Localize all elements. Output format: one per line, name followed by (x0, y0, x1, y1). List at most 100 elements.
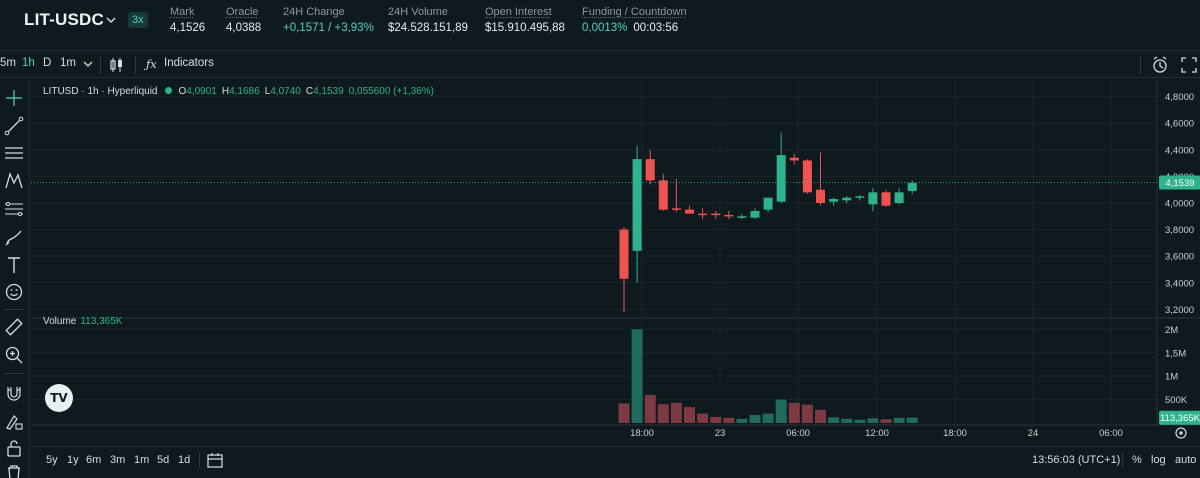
candle-body (658, 180, 668, 210)
divider (4, 309, 24, 310)
volume-bar (762, 413, 774, 423)
stat-mark: Mark 4,1526 (170, 6, 205, 34)
zoom-in-icon[interactable] (4, 345, 24, 365)
range-1y[interactable]: 1y (67, 454, 79, 466)
low-key: L (264, 86, 271, 97)
volume-bar (801, 404, 813, 423)
brush-icon[interactable] (4, 227, 24, 247)
interval-1h[interactable]: 1h (22, 57, 35, 69)
candle-body (737, 216, 747, 218)
range-1d[interactable]: 1d (178, 454, 191, 466)
price-tick-label: 3,6000 (1165, 252, 1194, 263)
alarm-clock-icon[interactable] (1151, 56, 1169, 74)
stat-funding: Funding / Countdown 0,0013% 00:03:56 (582, 6, 687, 34)
candle-body (881, 192, 891, 206)
divider (4, 373, 24, 374)
pattern-icon[interactable] (4, 171, 24, 191)
range-1m[interactable]: 1m (134, 454, 150, 466)
volume-bar (867, 418, 879, 423)
stat-label: Open Interest (485, 6, 552, 18)
last-volume-label: 113,365K (1160, 413, 1200, 424)
horizontal-lines-icon[interactable] (4, 143, 24, 163)
indicators-button[interactable]: Indicators (164, 57, 214, 69)
status-dot-icon (165, 87, 173, 94)
magnet-icon[interactable] (4, 383, 24, 403)
open-value: 4,0901 (186, 86, 217, 97)
gear-hub (1179, 431, 1183, 435)
percent-toggle[interactable]: % (1132, 454, 1142, 466)
volume-bar (631, 329, 643, 423)
range-6m[interactable]: 6m (86, 454, 102, 466)
stat-label: 24H Volume (388, 6, 448, 18)
stat-oracle: Oracle 4,0388 (226, 6, 261, 34)
close-key: C (305, 86, 314, 97)
stat-value: 0,0013% 00:03:56 (582, 22, 687, 34)
chevron-down-icon[interactable] (82, 57, 94, 71)
candle-body (763, 197, 773, 210)
time-tick-label: 18:00 (630, 428, 654, 439)
candles-icon[interactable] (108, 56, 126, 74)
fullscreen-icon[interactable] (1180, 56, 1198, 74)
stat-label: Mark (170, 6, 195, 18)
divider (199, 452, 200, 468)
last-volume-marker (1159, 410, 1200, 425)
gear-ring (1175, 427, 1187, 439)
range-5y[interactable]: 5y (46, 454, 58, 466)
lock-icon[interactable] (4, 438, 24, 458)
lock-drawing-icon[interactable] (4, 411, 24, 431)
settings-gear-icon[interactable] (1175, 427, 1187, 439)
pair-selector[interactable]: LIT-USDC (24, 10, 104, 29)
candle-body (842, 197, 852, 201)
ohlc-legend: LITUSD · 1h · Hyperliquid O4,0901 H4,1686 L… (43, 86, 439, 97)
volume-bar (736, 418, 748, 423)
funding-countdown: 00:03:56 (633, 22, 679, 34)
chevron-down-icon[interactable] (104, 13, 118, 27)
change-value: 0,055600 (+1,36%) (348, 86, 435, 97)
volume-tick-label: 500K (1165, 395, 1188, 406)
funding-rate: 0,0013% (582, 22, 628, 34)
drawing-toolbar (0, 80, 30, 478)
volume-tick-label: 1M (1165, 372, 1178, 383)
ruler-icon[interactable] (4, 317, 24, 337)
volume-label: Volume (43, 316, 77, 327)
volume-bar (697, 413, 709, 423)
auto-toggle[interactable]: auto (1175, 454, 1197, 466)
log-toggle[interactable]: log (1151, 454, 1166, 466)
volume-bar (618, 403, 630, 423)
trend-line-icon[interactable] (4, 116, 24, 136)
symbol-label: LITUSD · 1h · Hyperliquid (43, 86, 158, 97)
text-icon[interactable] (4, 255, 24, 275)
fib-icon[interactable] (4, 199, 24, 219)
candle-body (894, 192, 904, 203)
low-value: 4,0740 (270, 86, 301, 97)
fx-icon[interactable]: ƒx (146, 57, 157, 71)
candle-body (776, 155, 786, 202)
volume-bar (657, 404, 669, 423)
trash-icon[interactable] (4, 462, 24, 478)
candle-body (711, 213, 721, 216)
candle-body (816, 189, 825, 203)
crosshair-icon[interactable] (4, 88, 24, 108)
clock-time[interactable]: 13:56:03 (UTC+1) (1032, 454, 1121, 466)
volume-bar (841, 418, 853, 423)
interval-5m[interactable]: 5m (0, 57, 16, 69)
divider (1122, 452, 1123, 468)
range-5d[interactable]: 5d (157, 454, 170, 466)
emoji-icon[interactable] (4, 282, 24, 302)
candle-body (855, 196, 865, 198)
tradingview-logo[interactable]: TV (45, 384, 73, 412)
interval-d[interactable]: D (43, 57, 52, 69)
chart-area[interactable]: 4,80004,60004,40004,20004,00003,80003,60… (31, 80, 1200, 439)
price-chart[interactable]: 4,80004,60004,40004,20004,00003,80003,60… (31, 80, 1200, 444)
price-tick-label: 3,2000 (1165, 305, 1194, 316)
stat-label: Funding / Countdown (582, 6, 687, 18)
interval-1m[interactable]: 1m (60, 57, 76, 69)
stat-label: 24H Change (283, 6, 345, 18)
calendar-goto-icon[interactable] (206, 451, 224, 469)
stat-24h-volume: 24H Volume $24.528.151,89 (388, 6, 468, 34)
time-tick-label: 24 (1028, 428, 1039, 439)
high-value: 4,1686 (229, 86, 260, 97)
range-3m[interactable]: 3m (110, 454, 126, 466)
candle-body (685, 209, 694, 214)
leverage-badge[interactable]: 3x (128, 12, 148, 28)
